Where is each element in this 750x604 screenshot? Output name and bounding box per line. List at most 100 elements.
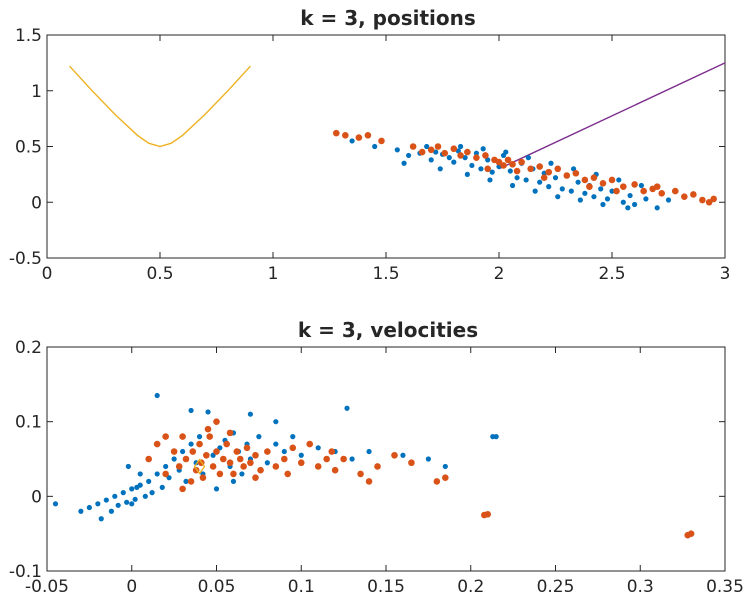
- blue-point: [455, 148, 461, 154]
- orange-point: [213, 448, 220, 455]
- blue-point: [315, 445, 321, 451]
- orange-point: [658, 190, 666, 197]
- orange-point: [213, 418, 220, 425]
- blue-point: [525, 155, 531, 161]
- blue-point: [163, 463, 169, 470]
- x-tick-label: 0.2: [457, 577, 484, 597]
- blue-point: [188, 407, 194, 414]
- blue-point: [577, 197, 583, 203]
- blue-point: [406, 152, 412, 159]
- orange-point: [504, 156, 512, 164]
- blue-point: [103, 497, 109, 503]
- blue-point: [115, 502, 121, 508]
- blue-point: [86, 504, 92, 511]
- blue-point: [537, 179, 543, 185]
- orange-point: [536, 163, 543, 170]
- blue-point: [523, 177, 529, 183]
- orange-point: [357, 470, 364, 478]
- blue-point: [394, 147, 400, 153]
- orange-point: [427, 146, 435, 154]
- blue-point: [464, 171, 470, 177]
- orange-point: [252, 451, 259, 459]
- blue-point: [627, 192, 633, 199]
- axes-box: [46, 34, 726, 259]
- blue-point: [205, 409, 211, 415]
- orange-point: [640, 187, 647, 195]
- orange-point: [175, 463, 183, 470]
- mean-marker: [193, 458, 206, 475]
- blue-point: [643, 196, 649, 202]
- orange-point: [314, 463, 322, 470]
- orange-point: [581, 176, 589, 184]
- orange-point: [170, 448, 178, 455]
- blue-point: [485, 157, 491, 163]
- orange-point: [473, 154, 480, 161]
- y-tick-label: 0.1: [15, 413, 42, 433]
- orange-point: [518, 158, 525, 166]
- y-tick-label: 0.5: [15, 138, 42, 158]
- blue-point: [616, 177, 622, 183]
- orange-point: [252, 474, 259, 481]
- blue-point: [507, 168, 513, 174]
- blue-point: [108, 508, 115, 514]
- blue-point: [600, 201, 606, 208]
- blue-point: [134, 484, 140, 490]
- blue-point: [451, 159, 457, 165]
- x-tick-label: 0: [126, 577, 137, 597]
- blue-point: [146, 478, 152, 484]
- blue-point: [401, 160, 407, 166]
- orange-point: [223, 440, 230, 448]
- orange-point: [281, 455, 288, 463]
- orange-point: [196, 440, 203, 448]
- orange-point: [240, 463, 247, 470]
- blue-point: [638, 182, 644, 189]
- x-tick-label: 1.5: [372, 264, 399, 284]
- blue-point: [425, 456, 431, 462]
- blue-point: [620, 199, 626, 205]
- blue-point: [490, 434, 496, 440]
- orange-point: [563, 172, 571, 179]
- orange-point: [631, 181, 638, 188]
- blue-point: [281, 448, 287, 455]
- orange-point: [219, 455, 227, 463]
- blue-point: [256, 434, 262, 440]
- blue-point: [154, 392, 160, 399]
- blue-point: [469, 162, 475, 169]
- blue-point: [532, 188, 538, 194]
- velocities-title: k = 3, velocities: [298, 318, 478, 342]
- blue-point: [480, 146, 486, 152]
- orange-point: [153, 440, 161, 448]
- series-line-1: [498, 62, 726, 170]
- y-tick-label: 1.5: [15, 26, 42, 46]
- orange-point: [705, 198, 713, 206]
- x-tick-label: 1: [268, 264, 279, 284]
- orange-point: [495, 158, 503, 166]
- orange-point: [434, 143, 442, 150]
- blue-point: [95, 501, 101, 507]
- orange-point: [365, 478, 373, 485]
- blue-point: [433, 149, 439, 155]
- orange-point: [226, 429, 234, 437]
- blue-point: [555, 194, 561, 200]
- positions-title: k = 3, positions: [300, 6, 476, 30]
- x-tick-label: 0: [42, 264, 53, 284]
- orange-point: [355, 134, 363, 141]
- orange-point: [450, 145, 458, 153]
- orange-point: [284, 470, 291, 478]
- orange-point: [340, 455, 347, 463]
- orange-point: [203, 451, 210, 459]
- blue-point: [230, 478, 237, 484]
- blue-point: [489, 169, 495, 175]
- blue-point: [654, 205, 660, 211]
- blue-point: [154, 471, 160, 477]
- blue-point: [446, 155, 452, 161]
- orange-point: [409, 143, 417, 150]
- blue-point: [180, 448, 186, 455]
- x-tick-label: 0.25: [537, 577, 575, 597]
- y-tick-label: 1: [31, 82, 42, 102]
- orange-point: [331, 466, 339, 474]
- blue-point: [548, 160, 554, 166]
- blue-point: [344, 405, 350, 411]
- blue-point: [171, 456, 177, 462]
- blue-point: [552, 175, 559, 181]
